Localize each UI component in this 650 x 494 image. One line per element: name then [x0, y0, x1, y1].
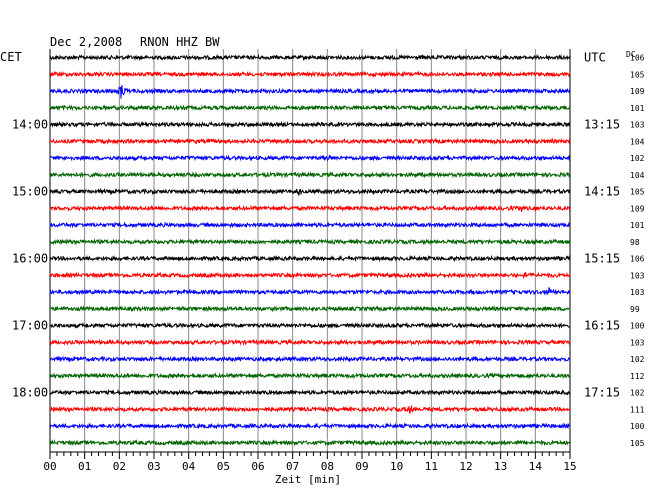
left-hour-label: 16:00	[12, 252, 48, 266]
trace-group	[49, 53, 571, 447]
trace-row-20	[49, 372, 571, 380]
x-tick-label: 11	[425, 460, 438, 473]
trace-row-16	[49, 305, 571, 313]
dc-value: 106	[630, 255, 645, 264]
dc-header-label: DC	[626, 50, 636, 59]
x-tick-label: 07	[286, 460, 299, 473]
left-hour-label: 15:00	[12, 185, 48, 199]
date-label: Dec 2,2008	[50, 35, 122, 49]
right-hour-label: 17:15	[584, 386, 620, 400]
trace-row-7	[49, 154, 571, 162]
x-tick-label: 00	[43, 460, 56, 473]
x-tick-label: 12	[459, 460, 472, 473]
trace-row-3	[49, 85, 571, 99]
trace-row-17	[49, 321, 571, 330]
trace-row-19	[49, 355, 571, 363]
dc-value: 104	[630, 171, 645, 180]
x-tick-label: 04	[182, 460, 196, 473]
left-hour-labels: 14:00 15:00 16:00 17:00 18:00	[12, 118, 48, 400]
trace-row-8	[49, 171, 571, 179]
trace-row-14	[49, 271, 571, 280]
dc-value: 111	[630, 405, 645, 414]
left-zone-label: CET	[0, 50, 22, 64]
trace-row-23	[49, 422, 571, 430]
dc-value: 103	[630, 338, 645, 347]
trace-row-11	[49, 221, 571, 229]
trace-row-15	[49, 286, 571, 296]
dc-value: 101	[630, 221, 645, 230]
right-hour-labels: UTC 13:15 14:15 15:15 16:15 17:15	[584, 51, 620, 400]
trace-row-2	[49, 70, 571, 78]
dc-value: 112	[630, 372, 645, 381]
x-axis: 00 01 02 03 04 05 06 07 08 09 10 11 12 13 14 15	[43, 451, 577, 473]
dc-value: 105	[630, 70, 645, 79]
dc-value: 102	[630, 389, 645, 398]
trace-row-1	[49, 53, 571, 62]
trace-row-10	[49, 204, 571, 212]
dc-value: 105	[630, 439, 645, 448]
dc-value: 100	[630, 322, 645, 331]
x-tick-label: 01	[78, 460, 91, 473]
dc-value: 101	[630, 104, 645, 113]
trace-row-5	[49, 120, 571, 129]
left-hour-label: 14:00	[12, 118, 48, 132]
x-tick-label: 06	[251, 460, 264, 473]
dc-value: 100	[630, 422, 645, 431]
trace-row-6	[49, 137, 571, 145]
dc-value: 102	[630, 355, 645, 364]
trace-row-18	[49, 338, 571, 346]
dc-value: 109	[630, 204, 645, 213]
x-axis-label: Zeit [min]	[275, 473, 341, 486]
x-tick-label: 05	[217, 460, 230, 473]
x-tick-label: 15	[563, 460, 576, 473]
dc-value: 98	[630, 238, 640, 247]
dc-value-labels: 106 105 109 101 103 104 102 104 105 109 101 98 106 10…	[630, 54, 645, 448]
station-label: RNON HHZ BW	[140, 35, 220, 49]
dc-value: 103	[630, 271, 645, 280]
dc-value: 103	[630, 288, 645, 297]
x-tick-label: 02	[113, 460, 126, 473]
x-tick-label: 08	[321, 460, 334, 473]
right-hour-label: 13:15	[584, 118, 620, 132]
x-tick-label: 09	[355, 460, 368, 473]
right-hour-label: 14:15	[584, 185, 620, 199]
x-tick-label: 03	[147, 460, 160, 473]
dc-value: 109	[630, 87, 645, 96]
dc-value: 104	[630, 137, 645, 146]
minute-gridlines	[49, 49, 571, 452]
x-tick-label: 10	[390, 460, 403, 473]
left-hour-label: 18:00	[12, 386, 48, 400]
trace-row-13	[49, 254, 571, 263]
trace-row-24	[49, 439, 571, 447]
dc-value: 102	[630, 154, 645, 163]
trace-row-9	[49, 187, 571, 196]
trace-row-4	[49, 104, 571, 112]
x-tick-label: 14	[529, 460, 543, 473]
right-hour-label: 16:15	[584, 319, 620, 333]
dc-value: 99	[630, 305, 640, 314]
left-hour-label: 17:00	[12, 319, 48, 333]
right-hour-label: UTC	[584, 51, 606, 65]
trace-row-21	[49, 388, 571, 397]
dc-value: 106	[630, 54, 645, 63]
dc-value: 103	[630, 121, 645, 130]
dc-value: 105	[630, 188, 645, 197]
x-tick-label: 13	[494, 460, 507, 473]
trace-row-12	[49, 238, 571, 246]
right-hour-label: 15:15	[584, 252, 620, 266]
trace-row-22	[49, 405, 571, 414]
